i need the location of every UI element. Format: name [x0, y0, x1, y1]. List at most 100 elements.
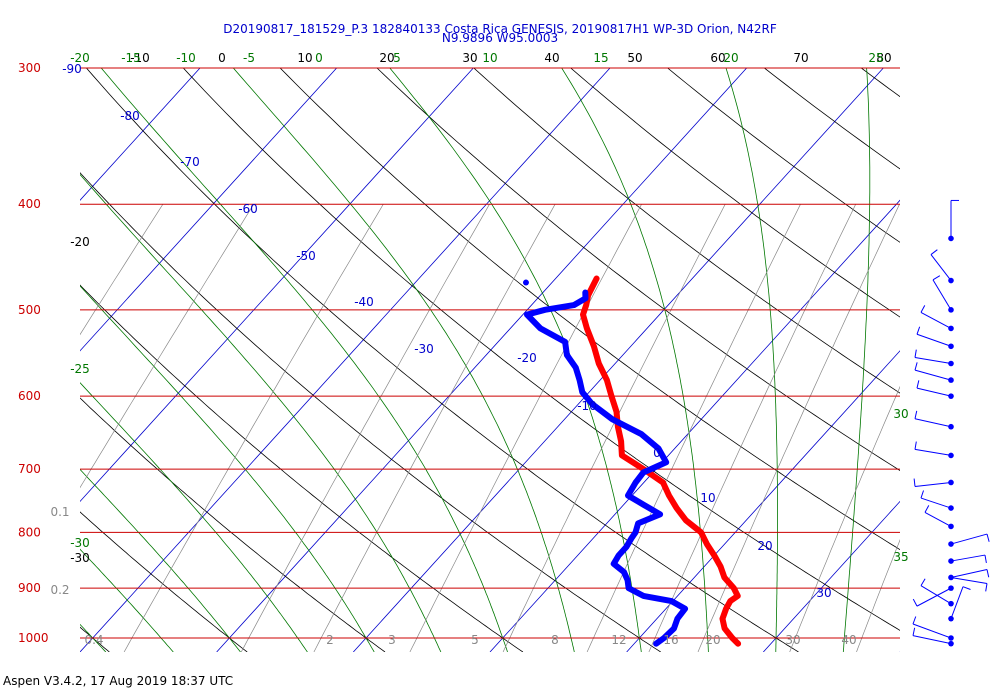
wind-barb-flag [914, 441, 917, 450]
mixing-ratio-line [313, 204, 556, 652]
moist-adiabat-label: 0 [315, 51, 323, 65]
wind-barb-staff [924, 511, 952, 527]
dry-adiabat-line [80, 626, 110, 652]
mixing-ratio-label: 8 [551, 633, 559, 647]
moist-adiabat-label: -20 [70, 51, 90, 65]
wind-barb-flag [920, 578, 926, 586]
isotherm-label: -70 [180, 155, 200, 169]
mixing-ratio-label: 12 [611, 633, 626, 647]
wind-barb-flag [984, 554, 987, 564]
dry-adiabat-label: 40 [544, 51, 559, 65]
moist-adiabat-line [80, 173, 442, 652]
wind-barb-staff [914, 418, 952, 428]
wind-barb-flag [916, 326, 921, 335]
pressure-label: 400 [18, 197, 41, 211]
wind-barb-staff [930, 254, 952, 281]
wind-barb-staff [950, 576, 988, 584]
wind-barb-dot [948, 325, 954, 332]
dry-adiabat-line [667, 68, 900, 243]
wind-barb-flag [986, 569, 990, 578]
moist-adiabat-line [80, 382, 308, 652]
isotherm-label: -20 [517, 351, 537, 365]
mixing-ratio-label: 0.2 [50, 583, 69, 597]
dry-adiabat-label: -10 [130, 51, 150, 65]
wind-barb-dot [948, 377, 954, 383]
moist-adiabat-label: 30 [893, 407, 908, 421]
moist-adiabat-label: 10 [482, 51, 497, 65]
isotherm-line [80, 68, 337, 352]
wind-barb-flag [932, 275, 941, 281]
moist-adiabat-line [232, 68, 575, 652]
pressure-label: 500 [18, 303, 41, 317]
isotherm-line [80, 68, 611, 652]
wind-barb-flag [920, 490, 925, 499]
mixing-ratio-label: 20 [705, 633, 720, 647]
wind-barb-flag [962, 586, 971, 590]
dry-adiabat-label: -20 [70, 235, 90, 249]
isotherm-line [80, 68, 201, 201]
label-layer: 3004005006007008009001000-90-80-70-60-50… [18, 51, 909, 647]
grid-layer [0, 68, 984, 652]
dry-adiabat-line [376, 68, 900, 472]
wind-barb-staff [916, 333, 952, 347]
moist-adiabat-line [80, 548, 174, 652]
isotherm-label: -40 [354, 295, 374, 309]
moist-adiabat-line [0, 68, 38, 652]
wind-barb-flag [924, 505, 930, 513]
moist-adiabat-line [80, 623, 107, 652]
moist-adiabat-label: -5 [243, 51, 255, 65]
wind-barb-flag [914, 362, 918, 371]
dry-adiabat-line [473, 68, 900, 394]
mixing-ratio-line [856, 539, 900, 652]
wind-barb-flag [985, 583, 988, 592]
dry-adiabat-label: 50 [627, 51, 642, 65]
wind-barb-layer [912, 199, 990, 647]
moist-adiabat-line [80, 285, 375, 652]
wind-barb-staff [912, 623, 952, 639]
isotherm-label: 30 [816, 586, 831, 600]
dewpoint-isolated-point [522, 279, 529, 286]
wind-barb-staff [950, 533, 988, 545]
moist-adiabat-label: 15 [593, 51, 608, 65]
isotherm-label: 20 [757, 539, 772, 553]
mixing-ratio-label: 16 [663, 633, 678, 647]
dewpoint-profile-line [524, 289, 689, 647]
wind-barb-staff [916, 387, 952, 397]
footer-version: Aspen V3.4.2, 17 Aug 2019 18:37 UTC [3, 674, 234, 688]
wind-barb-flag [920, 305, 926, 313]
wind-barb-staff [950, 568, 988, 578]
dry-adiabat-label: 80 [876, 51, 891, 65]
isotherm-line [489, 199, 900, 652]
moist-adiabat-line [100, 68, 508, 652]
wind-barb-flag [912, 616, 917, 625]
moist-adiabat-label: 20 [723, 51, 738, 65]
isobar-layer [80, 67, 900, 639]
mixing-ratio-line [789, 385, 900, 652]
dry-adiabat-line [80, 284, 524, 652]
moist-adiabat-line [561, 68, 709, 652]
wind-barb-staff [950, 586, 964, 619]
mixing-ratio-label: 0.4 [84, 633, 103, 647]
moist-adiabat-label: -25 [70, 362, 90, 376]
wind-barb-flag [912, 627, 916, 636]
dry-adiabat-line [183, 68, 900, 631]
wind-barb-flag [916, 380, 920, 389]
pressure-label: 900 [18, 581, 41, 595]
isotherm-line [0, 68, 63, 652]
dry-adiabat-line [80, 397, 386, 652]
wind-barb-flag [913, 478, 916, 487]
isotherm-label: -50 [296, 249, 316, 263]
chart-subtitle: N9.9896 W95.0003 [441, 31, 559, 45]
moist-adiabat-line [725, 68, 778, 652]
isotherm-label: -60 [238, 202, 258, 216]
wind-barb-dot [948, 343, 954, 350]
profile-layer [522, 275, 742, 647]
isotherm-label: 10 [700, 491, 715, 505]
moist-adiabat-line [80, 468, 241, 652]
dry-adiabat-label: 60 [710, 51, 725, 65]
mixing-ratio-label: 3 [388, 633, 396, 647]
wind-barb-staff [914, 481, 952, 487]
moist-adiabat-line [911, 68, 984, 652]
dry-adiabat-label: 10 [297, 51, 312, 65]
moist-adiabat-label: -10 [176, 51, 196, 65]
